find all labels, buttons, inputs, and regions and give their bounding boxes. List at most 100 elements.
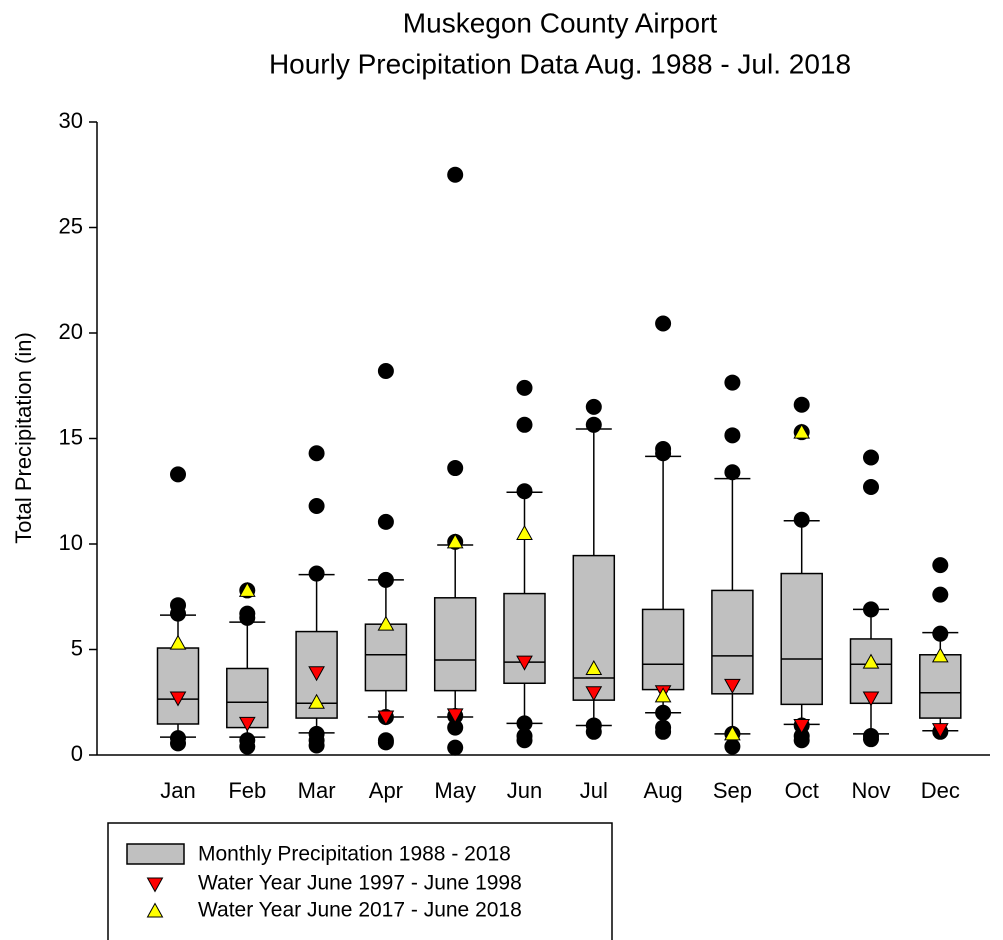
point <box>585 659 603 675</box>
outlier <box>585 398 602 415</box>
outlier <box>655 315 672 332</box>
y-tick-label: 15 <box>59 424 83 449</box>
chart-title: Muskegon County Airport <box>403 7 718 38</box>
outlier <box>239 738 256 755</box>
x-tick-label: Oct <box>785 778 819 803</box>
point <box>377 710 395 726</box>
box <box>156 647 200 725</box>
outlier <box>377 513 394 530</box>
x-tick-label: Feb <box>228 778 266 803</box>
point <box>516 524 533 540</box>
x-tick-label: Apr <box>369 778 403 803</box>
legend-marker <box>146 902 164 918</box>
point <box>585 686 603 702</box>
outlier <box>932 586 949 603</box>
box <box>641 608 685 691</box>
y-axis-label: Total Precipitation (in) <box>11 332 36 544</box>
outlier <box>170 466 186 483</box>
point <box>724 725 741 741</box>
x-tick-label: Aug <box>644 778 683 803</box>
outlier <box>308 737 325 754</box>
outlier <box>724 374 741 391</box>
box <box>364 623 408 692</box>
outlier <box>377 571 394 588</box>
point <box>862 691 880 707</box>
box <box>780 572 823 706</box>
outlier <box>655 704 672 721</box>
point <box>169 691 187 707</box>
outlier <box>863 449 879 466</box>
outlier <box>516 732 533 749</box>
point <box>238 716 256 732</box>
outlier <box>863 601 879 618</box>
outlier <box>932 557 949 574</box>
point <box>169 634 187 650</box>
point <box>446 533 464 549</box>
outlier <box>377 734 394 751</box>
chart-subtitle: Hourly Precipitation Data Aug. 1988 - Ju… <box>269 48 851 79</box>
point <box>516 655 533 671</box>
y-tick-label: 5 <box>71 635 83 660</box>
outlier <box>585 416 602 433</box>
y-tick-label: 0 <box>71 741 83 766</box>
point <box>308 666 325 682</box>
outlier <box>516 715 533 732</box>
box <box>433 597 477 692</box>
legend-marker <box>146 877 164 893</box>
outlier <box>793 396 810 413</box>
legend-swatch <box>126 843 185 865</box>
outlier <box>377 362 394 379</box>
outlier <box>447 739 464 756</box>
outlier <box>170 735 186 752</box>
outlier <box>932 625 949 642</box>
point <box>793 423 811 439</box>
point <box>724 678 741 694</box>
y-tick-label: 10 <box>59 530 83 555</box>
x-tick-label: Jan <box>160 778 195 803</box>
point <box>446 708 464 724</box>
outlier <box>239 609 256 626</box>
outlier <box>516 379 533 396</box>
outlier <box>793 511 810 528</box>
outlier <box>655 723 672 740</box>
outlier <box>655 445 672 462</box>
outlier <box>724 464 741 481</box>
outlier <box>308 498 325 515</box>
box <box>919 654 962 719</box>
x-tick-label: Mar <box>298 778 336 803</box>
point <box>238 581 256 597</box>
outlier <box>447 460 464 477</box>
x-tick-label: Jul <box>580 778 608 803</box>
x-tick-label: Dec <box>921 778 960 803</box>
x-tick-label: Jun <box>507 778 542 803</box>
outlier <box>863 479 879 496</box>
outlier <box>447 719 464 736</box>
point <box>793 718 811 734</box>
x-tick-label: Sep <box>713 778 752 803</box>
point <box>308 693 325 709</box>
y-tick-label: 25 <box>59 213 83 238</box>
outlier <box>308 445 325 462</box>
x-tick-label: Nov <box>851 778 890 803</box>
outlier <box>447 166 464 183</box>
point <box>862 653 880 669</box>
point <box>931 647 949 663</box>
legend-label: Monthly Precipitation 1988 - 2018 <box>198 843 511 866</box>
point <box>377 615 395 631</box>
x-tick-label: May <box>434 778 476 803</box>
outlier <box>793 732 810 749</box>
outlier <box>724 738 741 755</box>
legend-label: Water Year June 2017 - June 2018 <box>198 899 522 922</box>
box <box>711 589 754 695</box>
legend-label: Water Year June 1997 - June 1998 <box>198 872 522 895</box>
outlier <box>308 565 325 582</box>
outlier <box>724 427 741 444</box>
outlier <box>516 416 533 433</box>
legend <box>107 822 613 940</box>
outlier <box>170 605 186 622</box>
point <box>654 687 672 703</box>
y-tick-label: 30 <box>59 108 83 133</box>
y-tick-label: 20 <box>59 319 83 344</box>
outlier <box>516 483 533 500</box>
